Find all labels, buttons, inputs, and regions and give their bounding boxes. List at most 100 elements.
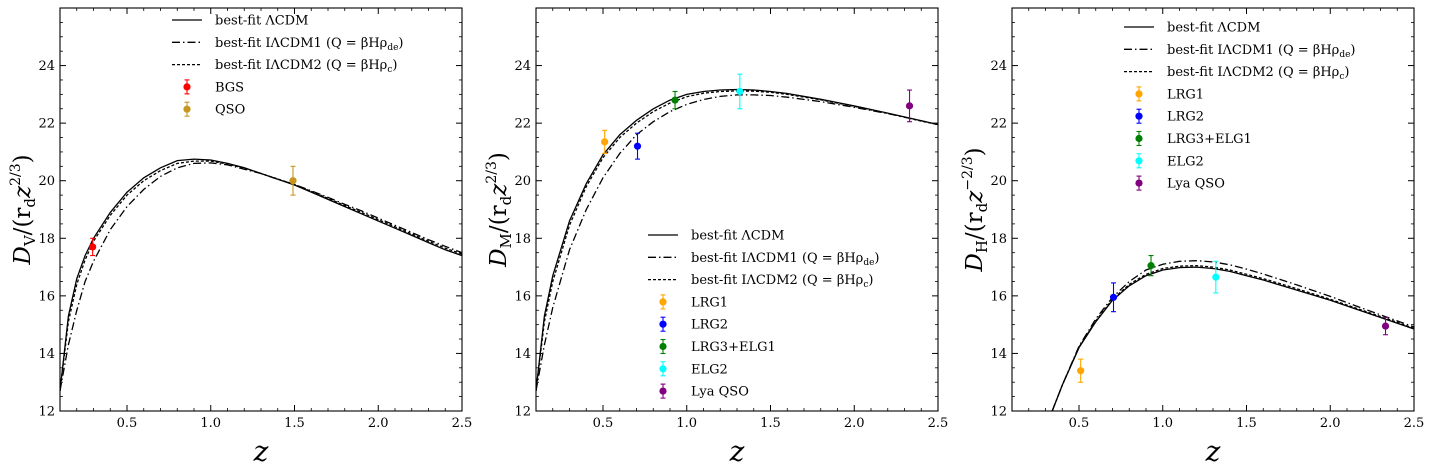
y-axis-label: DV/(rdz2/3) xyxy=(8,154,39,265)
y-tick-label: 22 xyxy=(38,117,55,132)
legend-marker xyxy=(1135,90,1143,98)
series-line-3 xyxy=(1051,264,1414,411)
series-line-3 xyxy=(60,160,462,391)
plot-frame xyxy=(535,7,939,412)
series-line-1 xyxy=(60,158,462,391)
data-point-4 xyxy=(736,87,744,96)
series-line-2 xyxy=(1051,260,1414,411)
legend-label-5: LRG2 xyxy=(1167,110,1204,125)
legend: best-fit ΛCDM best-fit IΛCDM1 (Q = βHρde)… xyxy=(1124,21,1356,192)
x-tick-label: 1.0 xyxy=(1152,416,1173,431)
y-tick-label: 18 xyxy=(514,232,531,247)
panel-1: 0.5 1.0 1.5 2.0 2.5 12 14 16 18 20 22 24 best-fit ΛC… xyxy=(8,7,473,468)
x-tick-label: 1.5 xyxy=(760,416,781,431)
y-tick-label: 12 xyxy=(514,405,531,420)
data-point-5 xyxy=(905,102,914,110)
y-tick-label: 18 xyxy=(990,232,1007,247)
x-axis-label: z xyxy=(729,435,745,468)
x-tick-label: 0.5 xyxy=(593,416,614,431)
y-tick-label: 18 xyxy=(38,232,55,247)
legend-marker xyxy=(659,298,667,306)
y-tick-label: 12 xyxy=(38,405,55,420)
series-line-2 xyxy=(60,162,462,392)
x-tick-label: 1.0 xyxy=(676,416,697,431)
legend-marker xyxy=(183,83,191,91)
x-tick-label: 2.5 xyxy=(928,416,949,431)
legend-marker xyxy=(659,320,667,328)
legend-label-3: best-fit IΛCDM2 (Q = βHρc) xyxy=(691,273,873,290)
curves xyxy=(60,158,462,392)
legend-marker xyxy=(659,387,667,395)
data-point-2 xyxy=(289,177,297,185)
legend-marker xyxy=(1135,157,1143,165)
plot-frame xyxy=(59,7,463,412)
legend-label-2: best-fit IΛCDM1 (Q = βHρde) xyxy=(691,251,880,268)
x-tick-label: 2.0 xyxy=(368,416,389,431)
y-tick-label: 16 xyxy=(38,289,55,304)
legend-marker xyxy=(1135,112,1143,120)
legend-marker xyxy=(659,365,667,373)
legend-label-5: LRG2 xyxy=(691,318,728,333)
y-axis-label: DH/(rdz−2/3) xyxy=(960,147,991,272)
y-tick-label: 20 xyxy=(514,174,531,189)
legend-label-2: best-fit IΛCDM1 (Q = βHρde) xyxy=(1167,43,1356,60)
data-point-5 xyxy=(1381,322,1390,330)
data-point-4 xyxy=(1212,273,1220,281)
data-point-2 xyxy=(633,142,642,150)
legend-label-6: LRG3+ELG1 xyxy=(691,340,776,355)
y-axis-label: DM/(rdz2/3) xyxy=(484,152,515,268)
legend-label-6: LRG3+ELG1 xyxy=(1167,132,1252,147)
legend-label-8: Lya QSO xyxy=(1167,177,1225,192)
panel-3: 0.5 1.0 1.5 2.0 2.5 12 14 16 18 20 22 24 best-fit ΛC… xyxy=(960,7,1425,468)
legend-marker xyxy=(1135,179,1143,187)
curves xyxy=(536,88,938,392)
legend-label-5: QSO xyxy=(215,103,245,118)
y-tick-label: 20 xyxy=(990,174,1007,189)
y-tick-label: 20 xyxy=(38,174,55,189)
y-tick-label: 16 xyxy=(990,289,1007,304)
x-tick-label: 2.5 xyxy=(452,416,473,431)
legend-marker xyxy=(1135,134,1143,143)
legend-label-4: LRG1 xyxy=(691,295,728,310)
legend-marker xyxy=(183,105,191,113)
legend-label-7: ELG2 xyxy=(691,362,728,377)
y-tick-label: 14 xyxy=(990,347,1007,362)
x-tick-label: 2.0 xyxy=(1320,416,1341,431)
series-line-3 xyxy=(536,90,938,391)
legend-label-7: ELG2 xyxy=(1167,154,1204,169)
data-point-2 xyxy=(1109,293,1118,301)
legend-label-4: LRG1 xyxy=(1167,87,1204,102)
data-point-1 xyxy=(89,243,97,251)
y-tick-label: 24 xyxy=(990,59,1007,74)
y-tick-label: 14 xyxy=(38,347,55,362)
y-tick-label: 24 xyxy=(514,59,531,74)
legend: best-fit ΛCDM best-fit IΛCDM1 (Q = βHρde)… xyxy=(172,14,404,118)
y-tick-label: 22 xyxy=(990,117,1007,132)
x-tick-label: 2.0 xyxy=(844,416,865,431)
panel-2: 0.5 1.0 1.5 2.0 2.5 12 14 16 18 20 22 24 best-fit ΛC… xyxy=(484,7,949,468)
y-tick-label: 16 xyxy=(514,289,531,304)
legend-label-3: best-fit IΛCDM2 (Q = βHρc) xyxy=(1167,65,1349,82)
legend-label-1: best-fit ΛCDM xyxy=(691,229,784,244)
x-axis-label: z xyxy=(1205,435,1221,468)
y-tick-label: 12 xyxy=(990,405,1007,420)
y-tick-label: 24 xyxy=(38,59,55,74)
legend-label-1: best-fit ΛCDM xyxy=(1167,21,1260,36)
data-point-3 xyxy=(671,96,679,104)
data-point-1 xyxy=(1077,367,1085,375)
x-tick-label: 1.0 xyxy=(200,416,221,431)
curves xyxy=(1051,260,1414,411)
series-line-1 xyxy=(1051,266,1414,411)
data-point-3 xyxy=(1147,262,1155,270)
x-tick-label: 2.5 xyxy=(1404,416,1425,431)
data-point-1 xyxy=(601,138,609,146)
y-tick-label: 14 xyxy=(514,347,531,362)
legend-label-4: BGS xyxy=(215,80,244,95)
x-tick-label: 0.5 xyxy=(117,416,138,431)
x-axis-label: z xyxy=(253,435,269,468)
series-line-2 xyxy=(536,94,938,392)
legend-label-1: best-fit ΛCDM xyxy=(215,14,308,29)
y-tick-label: 22 xyxy=(514,117,531,132)
plot-frame xyxy=(1011,7,1415,412)
